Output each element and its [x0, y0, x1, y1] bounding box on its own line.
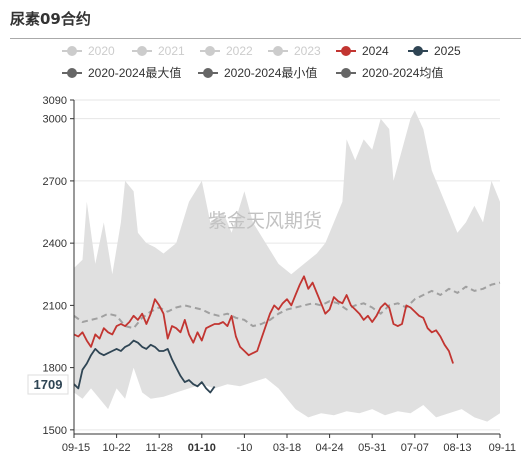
legend-swatch-dot	[205, 46, 215, 56]
legend-item-2023[interactable]: 2023	[268, 44, 321, 58]
legend-item-2024[interactable]: 2024	[336, 44, 389, 58]
x-tick-label: 03-18	[273, 442, 301, 454]
legend-label: 2022	[226, 44, 253, 58]
band-area-max-min	[74, 110, 500, 422]
legend-label: 2020-2024最小值	[224, 65, 317, 80]
x-tick-label: 09-15	[62, 442, 90, 454]
legend-swatch-dot	[203, 68, 213, 78]
x-tick-label: 07-07	[401, 442, 429, 454]
last-value-label-group: 1709	[27, 374, 69, 395]
legend-swatch-dot	[273, 46, 283, 56]
legend-swatch-dot	[413, 46, 423, 56]
legend-label: 2020-2024均值	[362, 65, 443, 80]
series-line-2020-2024均值	[73, 281, 501, 330]
y-tick-label: 2700	[43, 176, 67, 188]
legend-item-2020-2024均值[interactable]: 2020-2024均值	[336, 65, 443, 80]
x-tick-label: 09-11	[489, 442, 516, 454]
legend-swatch-dot	[137, 46, 147, 56]
legend-swatch-dot	[341, 46, 351, 56]
series-line-2024	[73, 275, 454, 364]
chart-title: 尿素09合约	[10, 10, 91, 28]
x-tick-label: 08-13	[443, 442, 471, 454]
legend-label: 2025	[434, 44, 461, 58]
legend-item-2021[interactable]: 2021	[132, 44, 185, 58]
axes: 3090 3000 2700 2400 2100 1800 1500 09-15 10-22 11…	[43, 95, 516, 454]
x-tick-label: 05-31	[358, 442, 386, 454]
x-tick-label: 04-24	[316, 442, 344, 454]
last-value-label-box	[27, 374, 69, 395]
legend-item-2020-2024最小值[interactable]: 2020-2024最小值	[198, 65, 317, 80]
y-tick-label: 1800	[43, 363, 67, 375]
legend-item-2025[interactable]: 2025	[408, 44, 461, 58]
legend-label: 2024	[362, 44, 389, 58]
legend-label: 2023	[294, 44, 321, 58]
legend-label: 2021	[158, 44, 185, 58]
y-tick-label: 3000	[43, 114, 67, 126]
legend-label: 2020-2024最大值	[88, 65, 181, 80]
legend-label: 2020	[88, 44, 115, 58]
series-lines	[73, 275, 501, 394]
y-tick-label: 2400	[43, 238, 67, 250]
legend-item-2020[interactable]: 2020	[62, 44, 115, 58]
legend-item-2022[interactable]: 2022	[200, 44, 253, 58]
x-tick-label: 10-22	[103, 442, 131, 454]
legend-item-2020-2024最大值[interactable]: 2020-2024最大值	[62, 65, 181, 80]
legend-swatch-dot	[67, 68, 77, 78]
watermark: 紫金天风期货	[208, 210, 322, 232]
last-value-label: 1709	[34, 377, 63, 392]
title-divider	[10, 38, 521, 39]
legend: 2020 2021 2022 2023 2024 2025 2020-2024最大值 2020…	[62, 44, 461, 80]
y-tick-label: 3090	[43, 95, 67, 107]
min-max-band	[74, 110, 500, 422]
x-tick-label: 11-28	[146, 442, 173, 454]
series-line-2025	[73, 339, 216, 394]
legend-swatch-dot	[341, 68, 351, 78]
x-tick-label: 01-10	[188, 442, 216, 454]
x-tick-label: -10	[236, 442, 252, 454]
y-tick-label: 1500	[43, 425, 67, 437]
y-tick-label: 2100	[43, 300, 67, 312]
legend-swatch-dot	[67, 46, 77, 56]
